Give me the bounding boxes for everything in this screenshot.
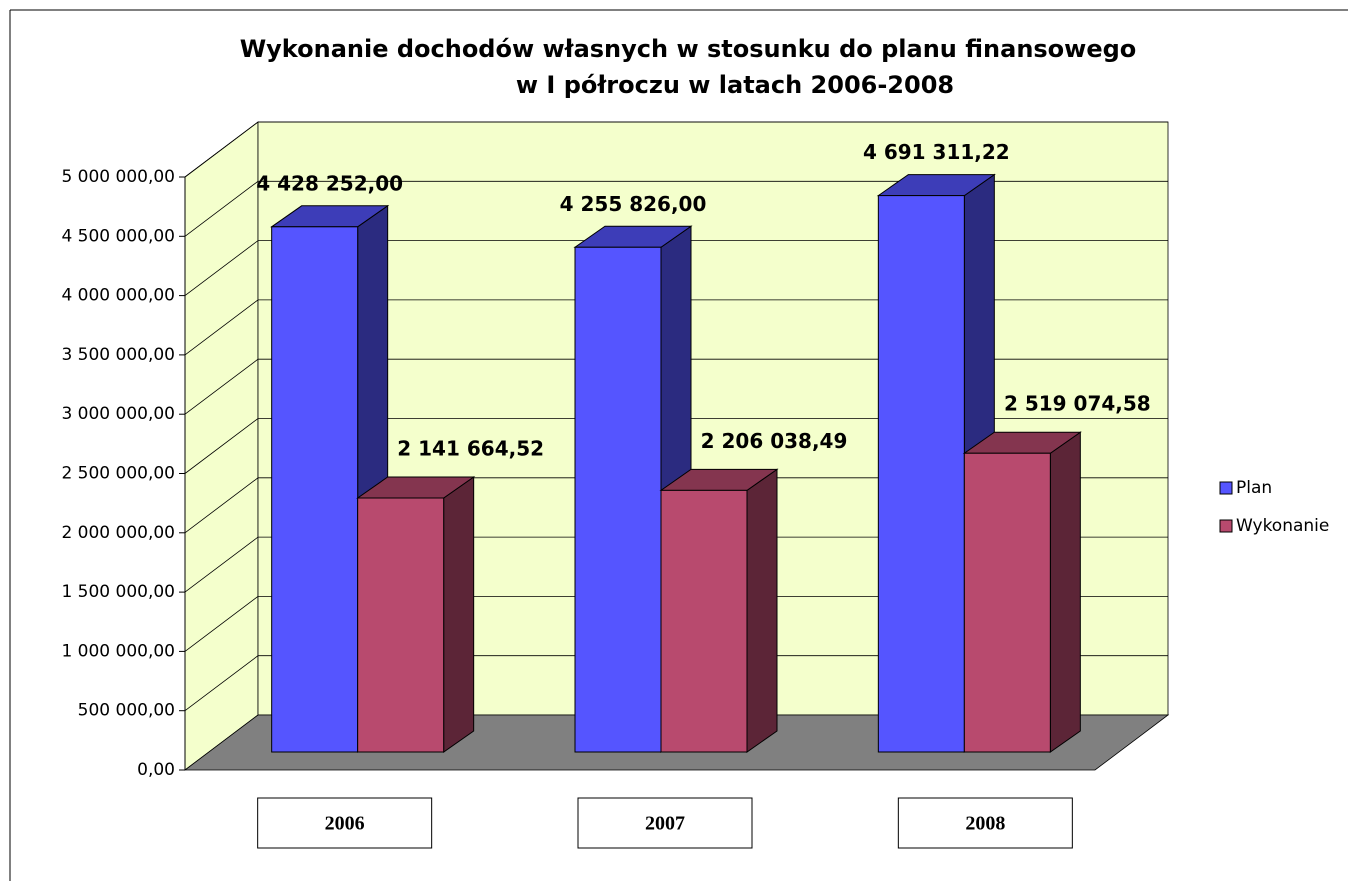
bar bbox=[271, 226, 359, 753]
grid-line bbox=[184, 418, 1168, 474]
category-box bbox=[577, 797, 753, 849]
data-label: 2 206 038,49 bbox=[701, 429, 848, 453]
grid-line bbox=[184, 240, 1168, 296]
bar-side bbox=[746, 468, 778, 753]
grid-line bbox=[184, 180, 1168, 237]
x-tick-label: 2008 bbox=[965, 813, 1005, 835]
y-tick-label: 2 000 000,00 bbox=[61, 523, 175, 543]
bar bbox=[963, 452, 1051, 753]
data-label: 4 691 311,22 bbox=[863, 140, 1010, 164]
data-label: 4 255 826,00 bbox=[560, 192, 707, 216]
chart-title: Wykonanie dochodów własnych w stosunku d… bbox=[240, 35, 1137, 63]
y-tick-label: 3 500 000,00 bbox=[61, 345, 175, 365]
data-label: 4 428 252,00 bbox=[256, 171, 403, 195]
data-label: 2 141 664,52 bbox=[397, 436, 544, 460]
bar bbox=[877, 195, 965, 753]
legend-label: Wykonanie bbox=[1236, 516, 1329, 536]
x-tick-label: 2006 bbox=[325, 813, 365, 835]
y-tick-label: 2 500 000,00 bbox=[61, 464, 175, 484]
grid-line bbox=[184, 121, 1168, 178]
chart-title: w I półroczu w latach 2006-2008 bbox=[516, 71, 954, 99]
y-tick-label: 5 000 000,00 bbox=[61, 167, 175, 187]
y-tick-label: 4 500 000,00 bbox=[61, 226, 175, 246]
bar bbox=[660, 489, 748, 753]
grid-line bbox=[184, 358, 1168, 415]
bar-side bbox=[443, 476, 475, 753]
y-tick-label: 1 500 000,00 bbox=[61, 582, 175, 602]
legend-swatch bbox=[1219, 519, 1233, 533]
bar bbox=[357, 497, 445, 753]
grid-line bbox=[184, 596, 1168, 652]
grid-line bbox=[184, 477, 1168, 534]
data-label: 2 519 074,58 bbox=[1004, 392, 1151, 416]
y-tick-label: 1 000 000,00 bbox=[61, 641, 175, 661]
bar-side bbox=[1049, 431, 1081, 753]
category-box bbox=[897, 797, 1073, 849]
legend-label: Plan bbox=[1236, 478, 1272, 498]
y-tick-label: 4 000 000,00 bbox=[61, 286, 175, 306]
y-tick-label: 500 000,00 bbox=[78, 701, 175, 721]
x-tick-label: 2007 bbox=[645, 813, 685, 835]
grid-line bbox=[184, 655, 1168, 712]
bar bbox=[574, 246, 662, 753]
grid-line bbox=[184, 299, 1168, 356]
y-tick-label: 0,00 bbox=[137, 760, 175, 780]
grid-line bbox=[184, 536, 1168, 593]
y-tick-label: 3 000 000,00 bbox=[61, 404, 175, 424]
category-box bbox=[257, 797, 433, 849]
legend-swatch bbox=[1219, 481, 1233, 495]
